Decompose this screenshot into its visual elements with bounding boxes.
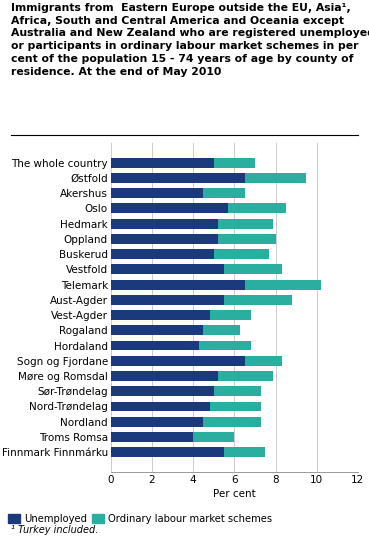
Bar — [111, 279, 245, 289]
Bar — [111, 340, 199, 350]
Bar — [203, 326, 241, 335]
Bar — [210, 310, 251, 320]
Bar — [245, 173, 306, 183]
Bar — [111, 204, 228, 214]
Bar — [111, 234, 218, 244]
Bar — [111, 310, 210, 320]
Bar — [199, 340, 251, 350]
Bar — [228, 204, 286, 214]
Bar — [218, 371, 273, 381]
Bar — [214, 158, 255, 167]
Bar — [245, 356, 282, 366]
Bar — [111, 173, 245, 183]
Bar — [245, 279, 321, 289]
Bar — [224, 295, 292, 305]
Bar — [111, 326, 203, 335]
Legend: Unemployed, Ordinary labour market schemes: Unemployed, Ordinary labour market schem… — [4, 510, 277, 528]
Bar — [111, 265, 224, 274]
Bar — [111, 356, 245, 366]
Bar — [210, 401, 261, 411]
Bar — [111, 219, 218, 228]
X-axis label: Per cent: Per cent — [213, 489, 256, 499]
Bar — [218, 219, 273, 228]
Bar — [203, 188, 245, 198]
Bar — [214, 386, 261, 396]
Bar — [218, 234, 276, 244]
Bar — [224, 265, 282, 274]
Bar — [111, 432, 193, 442]
Bar — [111, 188, 203, 198]
Bar — [111, 386, 214, 396]
Text: ¹ Turkey included.: ¹ Turkey included. — [11, 525, 99, 535]
Bar — [111, 249, 214, 259]
Bar — [111, 371, 218, 381]
Bar — [111, 447, 224, 457]
Text: Immigrants from  Eastern Europe outside the EU, Asia¹,
Africa, South and Central: Immigrants from Eastern Europe outside t… — [11, 3, 369, 77]
Bar — [111, 158, 214, 167]
Bar — [111, 401, 210, 411]
Bar — [111, 417, 203, 427]
Bar — [111, 295, 224, 305]
Bar — [203, 417, 261, 427]
Bar — [214, 249, 269, 259]
Bar — [193, 432, 234, 442]
Bar — [224, 447, 265, 457]
